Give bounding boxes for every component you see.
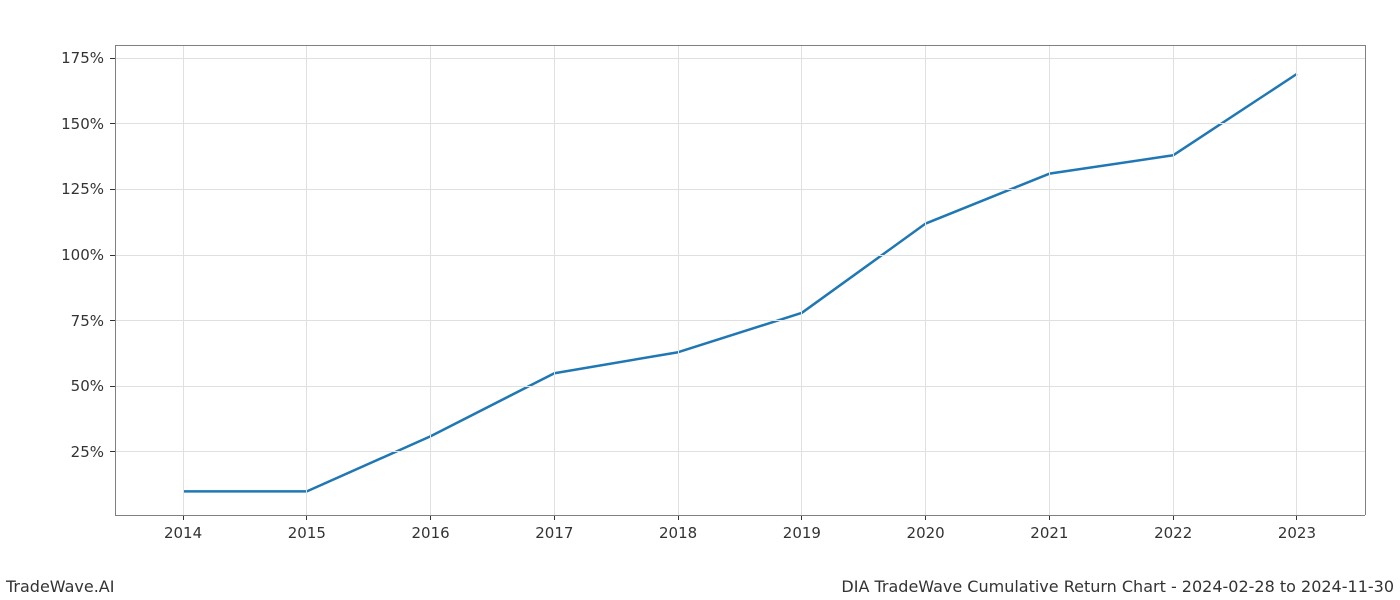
xtick-label: 2017 [535,524,573,542]
xtick [430,515,431,520]
grid-h [115,255,1365,256]
ytick-label: 75% [71,312,104,330]
ytick-label: 125% [61,180,104,198]
grid-v [1173,45,1174,515]
footer-left-text: TradeWave.AI [6,577,114,596]
xtick-label: 2022 [1154,524,1192,542]
xtick-label: 2019 [783,524,821,542]
xtick-label: 2018 [659,524,697,542]
ytick-label: 100% [61,246,104,264]
grid-v [801,45,802,515]
ytick-label: 25% [71,443,104,461]
xtick-label: 2014 [164,524,202,542]
xtick [183,515,184,520]
spine-left [115,45,116,515]
xtick-label: 2021 [1030,524,1068,542]
xtick [925,515,926,520]
grid-h [115,123,1365,124]
ytick-label: 50% [71,377,104,395]
grid-h [115,320,1365,321]
spine-right [1365,45,1366,515]
xtick [801,515,802,520]
grid-v [678,45,679,515]
xtick [1049,515,1050,520]
spine-bottom [115,515,1365,516]
grid-v [306,45,307,515]
xtick-label: 2023 [1278,524,1316,542]
xtick-label: 2015 [288,524,326,542]
grid-h [115,189,1365,190]
ytick-label: 150% [61,115,104,133]
grid-v [1049,45,1050,515]
xtick [678,515,679,520]
footer-right-text: DIA TradeWave Cumulative Return Chart - … [841,577,1394,596]
grid-v [925,45,926,515]
grid-h [115,58,1365,59]
ytick-label: 175% [61,49,104,67]
xtick [1173,515,1174,520]
grid-v [430,45,431,515]
grid-v [554,45,555,515]
grid-v [1296,45,1297,515]
grid-v [183,45,184,515]
xtick-label: 2016 [412,524,450,542]
xtick-label: 2020 [907,524,945,542]
xtick [1296,515,1297,520]
return-line [183,74,1297,491]
chart-svg [0,0,1400,600]
grid-h [115,451,1365,452]
xtick [306,515,307,520]
xtick [554,515,555,520]
spine-top [115,45,1365,46]
chart-container: TradeWave.AI DIA TradeWave Cumulative Re… [0,0,1400,600]
grid-h [115,386,1365,387]
